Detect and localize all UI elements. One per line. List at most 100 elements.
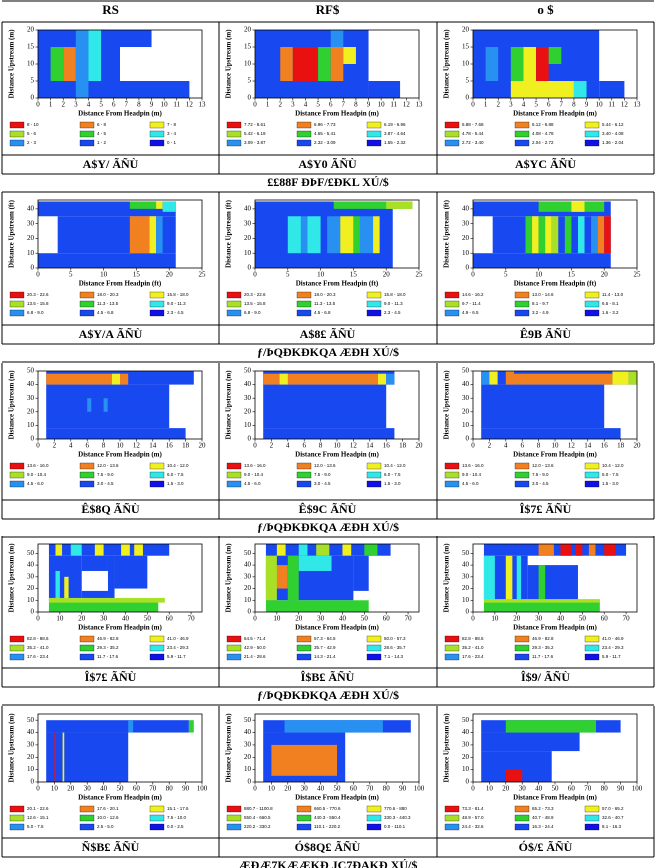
- heat-cell: [510, 47, 524, 81]
- legend-label: 7.72 - 8.61: [244, 122, 266, 127]
- legend-label: 5.44 - 6.12: [602, 122, 624, 127]
- y-tick-label: 30: [244, 219, 252, 227]
- legend-swatch: [79, 300, 95, 308]
- x-tick-label: 80: [166, 785, 174, 793]
- legend-swatch: [584, 805, 600, 813]
- legend-swatch: [226, 653, 242, 661]
- y-tick-label: 10: [27, 60, 35, 68]
- legend-label: 3.09 - 3.87: [244, 140, 266, 145]
- heat-cell: [62, 732, 65, 782]
- y-tick-label: 40: [27, 204, 35, 212]
- x-tick-label: 20: [284, 785, 292, 793]
- y-tick-label: 40: [27, 380, 35, 388]
- group-caption: ÆÐÆ7KÆÆKÐ JÇ7ÐAKÐ XÚ/$: [239, 858, 418, 868]
- heat-cell: [591, 216, 598, 254]
- x-tick-label: 0: [36, 442, 40, 450]
- legend-swatch: [149, 480, 165, 488]
- legend-label: 42.9 - 50.0: [244, 645, 266, 650]
- y-tick-label: 15: [462, 43, 470, 51]
- y-tick-label: 20: [462, 234, 470, 242]
- legend-label: 82.8 - 88.6: [462, 636, 484, 641]
- y-tick-label: 40: [27, 728, 35, 736]
- legend-swatch: [514, 471, 530, 479]
- legend-swatch: [584, 471, 600, 479]
- plot-frame: [472, 199, 638, 269]
- legend-swatch: [149, 300, 165, 308]
- x-tick-label: 5: [534, 101, 538, 109]
- legend-swatch: [9, 814, 25, 822]
- y-axis-label: Distance Upstream (m): [8, 29, 16, 99]
- legend-label: 17.6 - 20.1: [97, 806, 119, 811]
- x-tick-label: 15: [133, 271, 141, 279]
- heat-cell: [505, 555, 513, 601]
- y-axis-label: Distance Upstream (m): [225, 370, 233, 440]
- legend-label: 2.04 - 2.72: [532, 140, 554, 145]
- heat-cell: [527, 565, 578, 601]
- y-tick-label: 30: [27, 572, 35, 580]
- x-tick-label: 20: [67, 785, 75, 793]
- group-caption: ££88F ÐÞF/£ÐKL XÚ/$: [267, 175, 389, 189]
- heat-cell: [263, 428, 395, 439]
- x-axis-label: Distance From Headpin (m): [513, 794, 597, 802]
- legend-swatch: [296, 653, 312, 661]
- legend-label: 4.78 - 5.44: [462, 131, 484, 136]
- heat-cell: [307, 216, 321, 254]
- x-tick-label: 25: [199, 271, 207, 279]
- legend-swatch: [226, 309, 242, 317]
- y-tick-label: 30: [462, 394, 470, 402]
- x-axis-label: Distance From Headpin (m): [78, 624, 162, 632]
- heat-cell: [54, 732, 57, 782]
- x-tick-label: 14: [584, 442, 592, 450]
- heat-cell: [330, 47, 344, 81]
- legend-swatch: [9, 805, 25, 813]
- heat-cell: [588, 544, 596, 556]
- y-tick-label: 0: [466, 94, 470, 102]
- x-tick-label: 10: [100, 271, 108, 279]
- x-tick-label: 0: [253, 271, 257, 279]
- legend-swatch: [79, 814, 95, 822]
- legend-swatch: [444, 309, 460, 317]
- legend-swatch: [584, 814, 600, 822]
- legend-swatch: [149, 805, 165, 813]
- legend-label: 10.4 - 12.0: [602, 463, 624, 468]
- legend-label: 6 - 8: [97, 122, 107, 127]
- legend-swatch: [79, 644, 95, 652]
- y-tick-label: 20: [462, 584, 470, 592]
- heat-cell: [538, 201, 605, 212]
- legend-swatch: [366, 814, 382, 822]
- legend-label: 9.0 - 11.3: [384, 301, 403, 306]
- y-tick-label: 30: [244, 572, 252, 580]
- x-tick-label: 10: [596, 101, 604, 109]
- x-tick-label: 2: [270, 442, 274, 450]
- legend-swatch: [296, 139, 312, 147]
- x-tick-label: 10: [56, 615, 64, 623]
- legend-label: 64.5 - 71.4: [244, 636, 266, 641]
- heat-cell: [538, 544, 554, 556]
- legend-swatch: [149, 130, 165, 138]
- y-tick-label: 20: [244, 584, 252, 592]
- legend-swatch: [226, 121, 242, 129]
- x-tick-label: 0: [36, 785, 40, 793]
- y-axis-label: Distance Upstream (m): [225, 29, 233, 99]
- group-caption: ƒ/ÞQÐKÐKQA ÆÐH XÚ/$: [257, 345, 399, 359]
- y-tick-label: 20: [462, 26, 470, 34]
- x-tick-label: 10: [317, 271, 325, 279]
- x-tick-label: 9: [367, 101, 371, 109]
- x-tick-label: 6: [85, 442, 89, 450]
- legend-label: 73.3 - 81.4: [462, 806, 484, 811]
- x-tick-label: 12: [133, 442, 141, 450]
- x-tick-label: 100: [632, 785, 643, 793]
- heat-cell: [318, 47, 331, 81]
- x-tick-label: 70: [623, 615, 631, 623]
- legend-swatch: [296, 471, 312, 479]
- panel-caption: A$Y/ ÃÑÙ: [83, 157, 139, 171]
- x-axis-label: Distance From Headpin (m): [295, 110, 379, 118]
- legend-swatch: [226, 480, 242, 488]
- x-tick-label: 0: [253, 785, 257, 793]
- y-tick-label: 40: [244, 380, 252, 388]
- heat-cell: [111, 373, 120, 385]
- x-tick-label: 13: [416, 101, 424, 109]
- x-tick-label: 10: [117, 442, 125, 450]
- x-tick-label: 4: [87, 101, 91, 109]
